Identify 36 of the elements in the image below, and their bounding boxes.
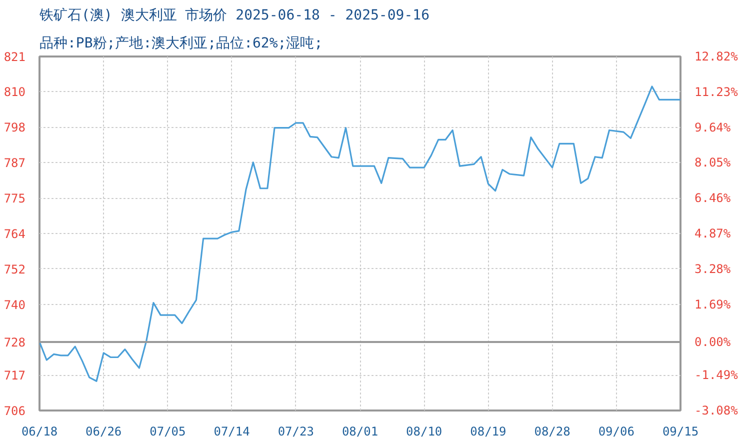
y2-tick-label: 4.87% xyxy=(694,226,732,240)
y-tick-label: 728 xyxy=(4,335,26,350)
x-tick-label: 08/28 xyxy=(534,424,570,438)
chart-title: 铁矿石(澳) 澳大利亚 市场价 2025-06-18 - 2025-09-16 xyxy=(38,8,430,24)
y2-tick-label: -1.49% xyxy=(694,368,739,382)
y-tick-label: 787 xyxy=(4,156,26,170)
y2-tick-label: 8.05% xyxy=(694,156,732,170)
line-series xyxy=(40,86,680,382)
y2-tick-label: 11.23% xyxy=(694,84,739,99)
x-tick-label: 09/06 xyxy=(598,424,634,438)
x-tick-label: 07/23 xyxy=(278,424,314,438)
x-tick-label: 08/10 xyxy=(406,424,442,438)
y2-tick-label: 9.64% xyxy=(694,120,732,134)
x-tick-label: 09/15 xyxy=(662,424,699,438)
y2-tick-label: -3.08% xyxy=(694,404,739,418)
y-tick-label: 706 xyxy=(4,404,26,418)
y2-tick-label: 1.69% xyxy=(694,297,732,312)
y-tick-label: 810 xyxy=(4,85,26,100)
x-tick-label: 08/01 xyxy=(342,424,378,438)
x-tick-label: 06/18 xyxy=(21,424,58,438)
y-tick-label: 821 xyxy=(4,50,26,64)
x-tick-label: 07/14 xyxy=(214,424,250,438)
y-tick-label: 798 xyxy=(4,120,26,135)
x-tick-label: 07/05 xyxy=(150,424,186,438)
y2-tick-label: 12.82% xyxy=(694,50,739,64)
y2-tick-label: 0.00% xyxy=(694,334,732,349)
y-tick-label: 752 xyxy=(4,262,26,276)
y2-tick-label: 6.46% xyxy=(694,191,732,206)
y-tick-label: 764 xyxy=(4,226,26,241)
y-tick-label: 740 xyxy=(4,298,26,312)
y2-tick-label: 3.28% xyxy=(694,262,732,276)
x-tick-label: 06/26 xyxy=(86,424,122,438)
y-tick-label: 717 xyxy=(4,368,26,383)
chart-subtitle: 品种:PB粉;产地:澳大利亚;品位:62%;湿吨; xyxy=(40,36,323,52)
y-tick-label: 775 xyxy=(4,192,26,206)
x-tick-label: 08/19 xyxy=(470,424,506,438)
